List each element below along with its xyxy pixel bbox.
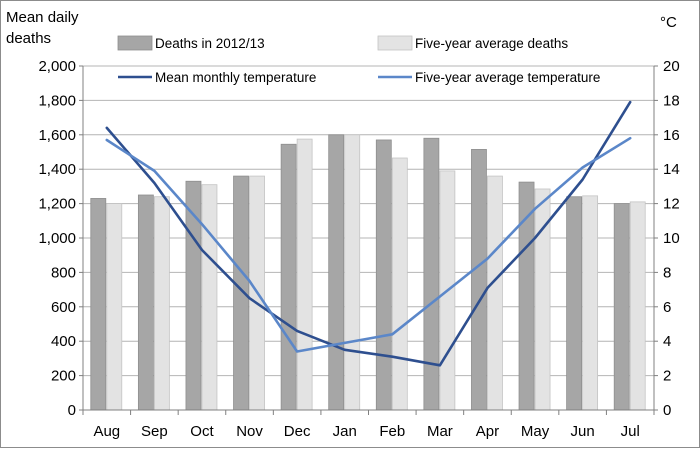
left-tick-label: 800	[51, 264, 76, 281]
bar	[391, 157, 408, 411]
right-tick-label: 6	[663, 299, 671, 316]
bar	[280, 143, 297, 411]
right-tick-label: 12	[663, 196, 680, 213]
legend: Deaths in 2012/13 Five-year average death…	[117, 35, 600, 85]
right-tick-label: 2	[663, 368, 671, 385]
bar	[90, 198, 107, 411]
legend-swatch	[377, 35, 413, 51]
bar	[487, 175, 503, 411]
bar	[233, 175, 249, 411]
right-tick-label: 16	[663, 127, 680, 144]
bar	[328, 134, 345, 411]
legend-label: Five-year average temperature	[415, 70, 600, 85]
bar	[153, 196, 170, 411]
x-tick-label: Nov	[236, 423, 263, 440]
bar	[423, 137, 440, 411]
line-series	[105, 100, 632, 367]
x-tick-label: Feb	[379, 423, 405, 440]
x-tick-label: Apr	[476, 423, 499, 440]
bar	[566, 196, 583, 411]
right-tick-label: 0	[663, 402, 671, 419]
bar	[582, 195, 599, 411]
x-tick-label: Mar	[427, 423, 453, 440]
left-tick-label: 1,800	[38, 92, 76, 109]
right-axis-title: °C	[660, 14, 677, 31]
left-tick-label: 1,200	[38, 196, 76, 213]
left-tick-label: 600	[51, 299, 76, 316]
bar	[296, 138, 313, 411]
legend-swatch	[117, 35, 153, 51]
legend-label: Mean monthly temperature	[155, 70, 316, 85]
legend-label: Five-year average deaths	[415, 36, 568, 51]
legend-label: Deaths in 2012/13	[155, 36, 265, 51]
bar	[471, 149, 487, 411]
axes: 0 0 200 2 400 4 600 6 800 8 1,000 10 1,200 12 1,400 14 1…	[38, 58, 679, 440]
bar	[201, 184, 218, 411]
left-tick-label: 200	[51, 368, 76, 385]
right-tick-label: 4	[663, 333, 671, 350]
right-tick-label: 14	[663, 161, 680, 178]
lines	[105, 100, 632, 367]
left-tick-label: 1,400	[38, 161, 76, 178]
left-tick-label: 400	[51, 333, 76, 350]
x-tick-label: May	[521, 423, 550, 440]
bar	[137, 194, 154, 411]
x-tick-label: Oct	[190, 423, 214, 440]
line-series	[105, 136, 632, 353]
x-tick-label: Jul	[621, 423, 640, 440]
left-tick-label: 0	[68, 402, 76, 419]
x-tick-label: Jun	[571, 423, 595, 440]
x-tick-label: Sep	[141, 423, 168, 440]
x-tick-label: Jan	[333, 423, 357, 440]
bar	[106, 203, 123, 411]
bar	[629, 201, 646, 411]
bar	[344, 134, 361, 411]
bar	[375, 139, 392, 411]
bar	[613, 203, 630, 411]
x-tick-label: Dec	[284, 423, 311, 440]
right-tick-label: 20	[663, 58, 680, 75]
left-tick-label: 2,000	[38, 58, 76, 75]
left-tick-label: 1,000	[38, 230, 76, 247]
right-tick-label: 8	[663, 264, 671, 281]
x-tick-label: Aug	[93, 423, 120, 440]
left-tick-label: 1,600	[38, 127, 76, 144]
right-tick-label: 18	[663, 92, 680, 109]
right-tick-label: 10	[663, 230, 680, 247]
left-axis-title-line1: Mean daily	[6, 9, 79, 26]
left-axis-title-line2: deaths	[6, 30, 51, 47]
